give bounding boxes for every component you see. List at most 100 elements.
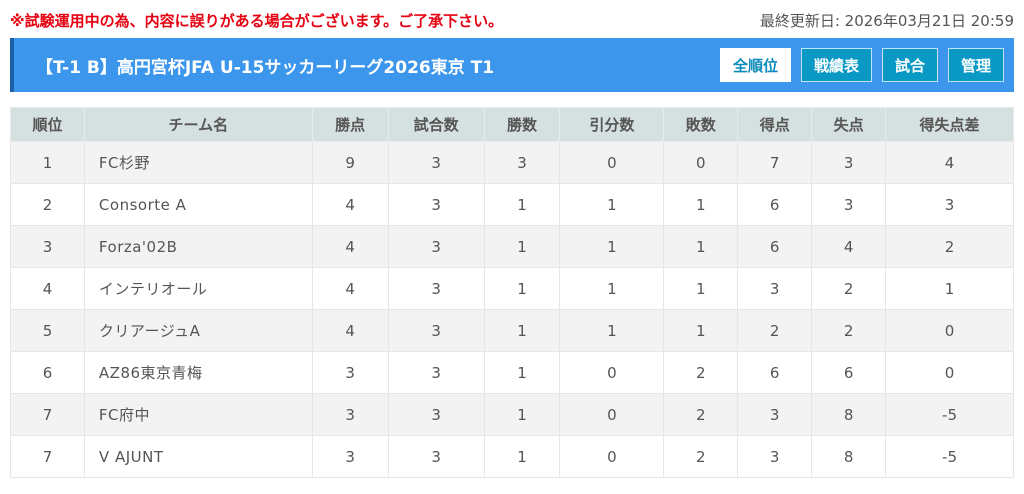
table-cell: 4 [311, 309, 389, 352]
table-cell: 1 [483, 351, 561, 394]
table-row: 5 クリアージュA 4 3 1 1 1 2 2 0 [10, 309, 1014, 352]
last-updated: 最終更新日: 2026年03月21日 20:59 [759, 12, 1014, 30]
table-cell: 1 [483, 267, 561, 310]
table-cell: 3 [387, 435, 485, 478]
table-cell: 6 [737, 183, 813, 226]
table-cell: 2 [885, 225, 1014, 268]
team-name-cell: インテリオール [83, 267, 313, 310]
table-cell: 6 [811, 351, 887, 394]
table-row: 4 インテリオール 4 3 1 1 1 3 2 1 [10, 267, 1014, 310]
table-cell: 1 [663, 183, 739, 226]
results-table-button[interactable]: 戦績表 [800, 48, 872, 82]
table-cell: 1 [885, 267, 1014, 310]
table-cell: 2 [663, 351, 739, 394]
table-cell: 7 [10, 393, 85, 436]
table-cell: 3 [387, 351, 485, 394]
table-cell: 4 [311, 225, 389, 268]
table-row: 1 FC杉野 9 3 3 0 0 7 3 4 [10, 141, 1014, 184]
table-cell: 4 [311, 267, 389, 310]
table-cell: 8 [811, 393, 887, 436]
table-cell: 1 [483, 309, 561, 352]
table-cell: 9 [311, 141, 389, 184]
table-cell: 3 [10, 225, 85, 268]
table-cell: 3 [387, 183, 485, 226]
admin-button[interactable]: 管理 [947, 48, 1004, 82]
table-cell: 3 [387, 225, 485, 268]
table-cell: 0 [663, 141, 739, 184]
table-cell: 2 [811, 267, 887, 310]
table-cell: 1 [559, 309, 665, 352]
table-cell: 3 [811, 183, 887, 226]
table-cell: 1 [559, 183, 665, 226]
all-standings-button[interactable]: 全順位 [719, 48, 791, 82]
team-name-cell: V AJUNT [83, 435, 313, 478]
table-cell: 0 [559, 351, 665, 394]
table-cell: 7 [737, 141, 813, 184]
table-cell: 1 [559, 225, 665, 268]
table-row: 7 FC府中 3 3 1 0 2 3 8 -5 [10, 393, 1014, 436]
table-cell: 3 [737, 267, 813, 310]
table-cell: 4 [10, 267, 85, 310]
table-cell: 6 [10, 351, 85, 394]
table-cell: 1 [559, 267, 665, 310]
table-cell: 1 [483, 183, 561, 226]
table-cell: 3 [811, 141, 887, 184]
table-cell: 3 [885, 183, 1014, 226]
notice-text: ※試験運用中の為、内容に誤りがある場合がございます。ご了承下さい。 [10, 12, 504, 30]
table-cell: 1 [483, 393, 561, 436]
table-cell: 3 [483, 141, 561, 184]
table-cell: 8 [811, 435, 887, 478]
table-row: 6 AZ86東京青梅 3 3 1 0 2 6 6 0 [10, 351, 1014, 394]
table-cell: 3 [387, 141, 485, 184]
table-cell: 2 [10, 183, 85, 226]
standings-table: 順位 チーム名 勝点 試合数 勝数 引分数 敗数 得点 失点 得失点差 1 FC杉野 9 3 3 0 0 7 3 4… [10, 107, 1014, 478]
page-title: 【T-1 B】高円宮杯JFA U-15サッカーリーグ2026東京 T1 [36, 57, 495, 78]
table-cell: 2 [737, 309, 813, 352]
table-cell: 7 [10, 435, 85, 478]
column-header: 敗数 [663, 107, 739, 142]
table-cell: 0 [885, 351, 1014, 394]
table-cell: 4 [811, 225, 887, 268]
table-cell: 0 [559, 141, 665, 184]
table-cell: 3 [737, 435, 813, 478]
table-header-row: 順位 チーム名 勝点 試合数 勝数 引分数 敗数 得点 失点 得失点差 [10, 107, 1014, 142]
table-cell: -5 [885, 393, 1014, 436]
team-name-cell: Forza'02B [83, 225, 313, 268]
team-name-cell: FC杉野 [83, 141, 313, 184]
table-cell: -5 [885, 435, 1014, 478]
table-cell: 1 [10, 141, 85, 184]
table-cell: 1 [663, 225, 739, 268]
column-header: 得失点差 [885, 107, 1014, 142]
column-header: 試合数 [387, 107, 485, 142]
table-cell: 5 [10, 309, 85, 352]
team-name-cell: Consorte A [83, 183, 313, 226]
table-cell: 1 [663, 267, 739, 310]
column-header: 順位 [10, 107, 85, 142]
table-cell: 2 [811, 309, 887, 352]
table-cell: 1 [483, 225, 561, 268]
table-row: 3 Forza'02B 4 3 1 1 1 6 4 2 [10, 225, 1014, 268]
table-cell: 0 [559, 435, 665, 478]
table-cell: 3 [387, 267, 485, 310]
team-name-cell: クリアージュA [83, 309, 313, 352]
table-cell: 4 [311, 183, 389, 226]
column-header: 得点 [737, 107, 813, 142]
column-header: 引分数 [559, 107, 665, 142]
matches-button[interactable]: 試合 [881, 48, 938, 82]
table-cell: 3 [387, 393, 485, 436]
table-cell: 3 [311, 393, 389, 436]
column-header: 失点 [811, 107, 887, 142]
table-cell: 1 [663, 309, 739, 352]
table-cell: 3 [311, 435, 389, 478]
table-cell: 2 [663, 393, 739, 436]
table-cell: 3 [387, 309, 485, 352]
table-cell: 3 [311, 351, 389, 394]
table-cell: 6 [737, 351, 813, 394]
team-name-cell: FC府中 [83, 393, 313, 436]
table-cell: 6 [737, 225, 813, 268]
table-cell: 3 [737, 393, 813, 436]
table-cell: 2 [663, 435, 739, 478]
table-cell: 0 [885, 309, 1014, 352]
column-header: 勝数 [483, 107, 561, 142]
